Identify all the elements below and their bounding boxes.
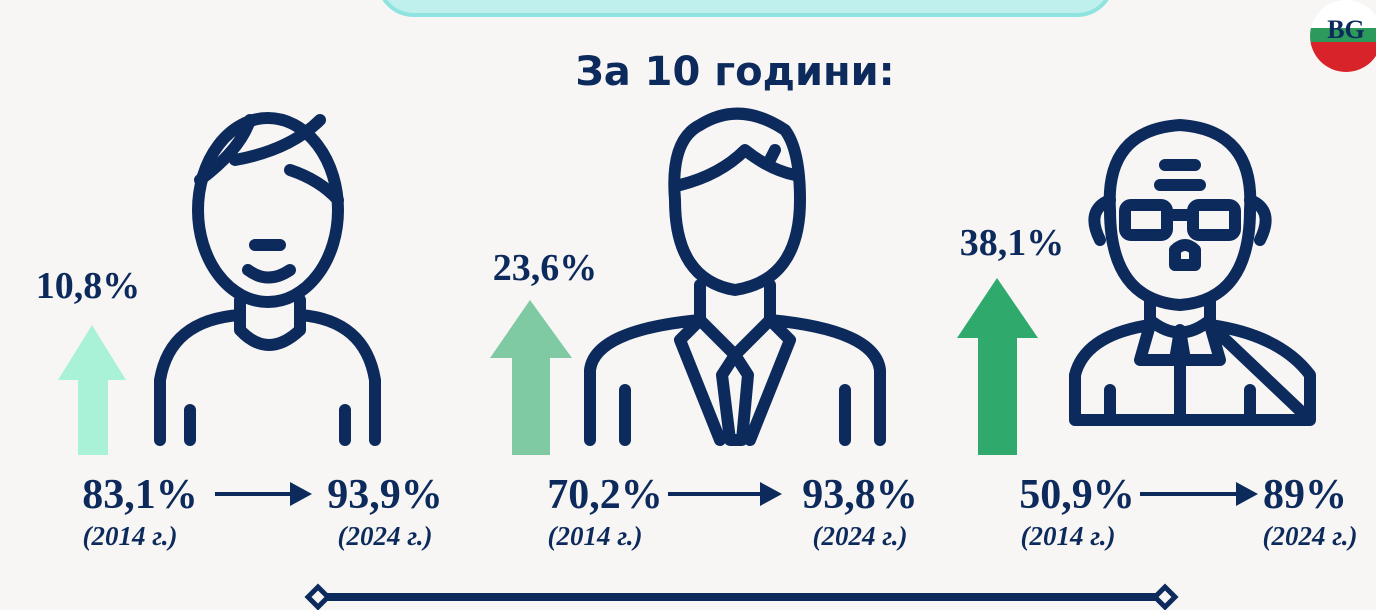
increase-label: 10,8%	[36, 265, 141, 307]
title: За 10 години:	[575, 49, 894, 95]
from-value: 83,1%	[82, 472, 198, 518]
infographic: За 10 години: BG	[0, 0, 1376, 610]
from-year: (2014 г.)	[1020, 521, 1115, 551]
to-value: 93,8%	[802, 472, 918, 518]
to-value: 93,9%	[327, 472, 443, 518]
to-year: (2024 г.)	[812, 521, 907, 551]
from-year: (2014 г.)	[82, 521, 177, 551]
to-year: (2024 г.)	[337, 521, 432, 551]
to-year: (2024 г.)	[1262, 521, 1357, 551]
to-value: 89%	[1263, 472, 1347, 518]
from-year: (2014 г.)	[547, 521, 642, 551]
from-value: 50,9%	[1019, 472, 1135, 518]
increase-label: 23,6%	[493, 247, 598, 289]
from-value: 70,2%	[547, 472, 663, 518]
badge-label: BG	[1327, 15, 1365, 44]
increase-label: 38,1%	[960, 222, 1065, 264]
header-box	[378, 0, 1113, 15]
